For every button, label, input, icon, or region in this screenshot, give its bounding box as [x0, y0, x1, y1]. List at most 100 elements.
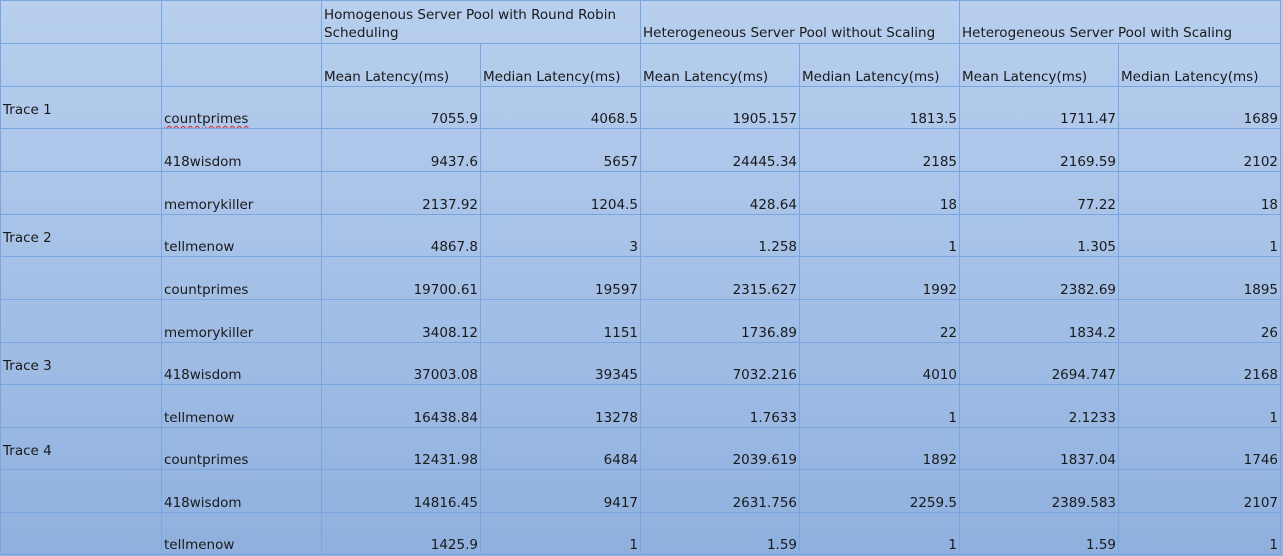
median-latency-cell[interactable]: 2185 — [800, 129, 960, 172]
mean-latency-cell[interactable]: 1.7633 — [641, 385, 800, 428]
median-latency-cell[interactable]: 4068.5 — [481, 87, 641, 129]
median-latency-cell[interactable]: 22 — [800, 300, 960, 343]
mean-latency-cell[interactable]: 2169.59 — [960, 129, 1119, 172]
app-name-cell[interactable]: countprimes — [162, 257, 322, 300]
mean-latency-cell[interactable]: 7055.9 — [322, 87, 481, 129]
median-latency-cell[interactable]: 3 — [481, 215, 641, 257]
median-latency-cell[interactable]: 18 — [800, 172, 960, 215]
median-latency-cell[interactable]: 13278 — [481, 385, 641, 428]
subheader-blank-b[interactable] — [162, 44, 322, 87]
median-latency-cell[interactable]: 39345 — [481, 343, 641, 385]
app-name-cell[interactable]: tellmenow — [162, 385, 322, 428]
trace-label-cell[interactable] — [1, 513, 162, 555]
mean-latency-header[interactable]: Mean Latency(ms) — [960, 44, 1119, 87]
mean-latency-cell[interactable]: 1.59 — [641, 513, 800, 555]
trace-label-cell[interactable] — [1, 300, 162, 343]
median-latency-cell[interactable]: 1689 — [1119, 87, 1281, 129]
mean-latency-cell[interactable]: 37003.08 — [322, 343, 481, 385]
mean-latency-cell[interactable]: 9437.6 — [322, 129, 481, 172]
group-header-homogenous[interactable]: Homogenous Server Pool with Round Robin … — [322, 1, 641, 44]
median-latency-cell[interactable]: 1895 — [1119, 257, 1281, 300]
mean-latency-cell[interactable]: 2137.92 — [322, 172, 481, 215]
trace-label-cell[interactable]: Trace 3 — [1, 343, 162, 385]
median-latency-cell[interactable]: 1 — [1119, 385, 1281, 428]
median-latency-cell[interactable]: 4010 — [800, 343, 960, 385]
median-latency-cell[interactable]: 1 — [1119, 513, 1281, 555]
mean-latency-cell[interactable]: 1425.9 — [322, 513, 481, 555]
median-latency-cell[interactable]: 2102 — [1119, 129, 1281, 172]
mean-latency-cell[interactable]: 4867.8 — [322, 215, 481, 257]
app-name-cell[interactable]: memorykiller — [162, 172, 322, 215]
trace-label-cell[interactable]: Trace 2 — [1, 215, 162, 257]
header-blank-a[interactable] — [1, 1, 162, 44]
trace-label-cell[interactable] — [1, 385, 162, 428]
app-name-cell[interactable]: countprimes — [162, 87, 322, 129]
trace-label-cell[interactable] — [1, 257, 162, 300]
header-blank-b[interactable] — [162, 1, 322, 44]
median-latency-cell[interactable]: 1813.5 — [800, 87, 960, 129]
mean-latency-cell[interactable]: 1711.47 — [960, 87, 1119, 129]
mean-latency-cell[interactable]: 1.258 — [641, 215, 800, 257]
median-latency-cell[interactable]: 26 — [1119, 300, 1281, 343]
mean-latency-cell[interactable]: 2039.619 — [641, 428, 800, 470]
median-latency-cell[interactable]: 1992 — [800, 257, 960, 300]
trace-label-cell[interactable] — [1, 470, 162, 513]
mean-latency-cell[interactable]: 2315.627 — [641, 257, 800, 300]
app-name-cell[interactable]: 418wisdom — [162, 470, 322, 513]
mean-latency-cell[interactable]: 2382.69 — [960, 257, 1119, 300]
trace-label-cell[interactable] — [1, 172, 162, 215]
mean-latency-cell[interactable]: 2694.747 — [960, 343, 1119, 385]
median-latency-cell[interactable]: 6484 — [481, 428, 641, 470]
median-latency-cell[interactable]: 1746 — [1119, 428, 1281, 470]
median-latency-cell[interactable]: 1204.5 — [481, 172, 641, 215]
median-latency-cell[interactable]: 1892 — [800, 428, 960, 470]
mean-latency-cell[interactable]: 24445.34 — [641, 129, 800, 172]
mean-latency-cell[interactable]: 1837.04 — [960, 428, 1119, 470]
median-latency-cell[interactable]: 1 — [481, 513, 641, 555]
median-latency-cell[interactable]: 1 — [800, 215, 960, 257]
median-latency-cell[interactable]: 5657 — [481, 129, 641, 172]
group-header-hetero-scaling[interactable]: Heterogeneous Server Pool with Scaling — [960, 1, 1281, 44]
median-latency-cell[interactable]: 2259.5 — [800, 470, 960, 513]
mean-latency-cell[interactable]: 2.1233 — [960, 385, 1119, 428]
median-latency-cell[interactable]: 1 — [800, 513, 960, 555]
mean-latency-cell[interactable]: 2389.583 — [960, 470, 1119, 513]
median-latency-cell[interactable]: 9417 — [481, 470, 641, 513]
median-latency-cell[interactable]: 2168 — [1119, 343, 1281, 385]
median-latency-header[interactable]: Median Latency(ms) — [481, 44, 641, 87]
mean-latency-header[interactable]: Mean Latency(ms) — [641, 44, 800, 87]
mean-latency-cell[interactable]: 1905.157 — [641, 87, 800, 129]
median-latency-cell[interactable]: 19597 — [481, 257, 641, 300]
trace-label-cell[interactable]: Trace 1 — [1, 87, 162, 129]
app-name-cell[interactable]: 418wisdom — [162, 129, 322, 172]
app-name-cell[interactable]: memorykiller — [162, 300, 322, 343]
mean-latency-cell[interactable]: 3408.12 — [322, 300, 481, 343]
subheader-blank-a[interactable] — [1, 44, 162, 87]
mean-latency-cell[interactable]: 14816.45 — [322, 470, 481, 513]
mean-latency-cell[interactable]: 1.305 — [960, 215, 1119, 257]
median-latency-cell[interactable]: 1 — [1119, 215, 1281, 257]
median-latency-header[interactable]: Median Latency(ms) — [1119, 44, 1281, 87]
mean-latency-cell[interactable]: 428.64 — [641, 172, 800, 215]
group-header-hetero-no-scaling[interactable]: Heterogeneous Server Pool without Scalin… — [641, 1, 960, 44]
trace-label-cell[interactable]: Trace 4 — [1, 428, 162, 470]
median-latency-cell[interactable]: 1 — [800, 385, 960, 428]
mean-latency-cell[interactable]: 7032.216 — [641, 343, 800, 385]
mean-latency-cell[interactable]: 16438.84 — [322, 385, 481, 428]
median-latency-cell[interactable]: 18 — [1119, 172, 1281, 215]
median-latency-cell[interactable]: 1151 — [481, 300, 641, 343]
mean-latency-header[interactable]: Mean Latency(ms) — [322, 44, 481, 87]
mean-latency-cell[interactable]: 1.59 — [960, 513, 1119, 555]
mean-latency-cell[interactable]: 1736.89 — [641, 300, 800, 343]
mean-latency-cell[interactable]: 2631.756 — [641, 470, 800, 513]
mean-latency-cell[interactable]: 12431.98 — [322, 428, 481, 470]
mean-latency-cell[interactable]: 1834.2 — [960, 300, 1119, 343]
trace-label-cell[interactable] — [1, 129, 162, 172]
app-name-cell[interactable]: tellmenow — [162, 513, 322, 555]
app-name-cell[interactable]: tellmenow — [162, 215, 322, 257]
app-name-cell[interactable]: 418wisdom — [162, 343, 322, 385]
mean-latency-cell[interactable]: 19700.61 — [322, 257, 481, 300]
mean-latency-cell[interactable]: 77.22 — [960, 172, 1119, 215]
median-latency-cell[interactable]: 2107 — [1119, 470, 1281, 513]
app-name-cell[interactable]: countprimes — [162, 428, 322, 470]
